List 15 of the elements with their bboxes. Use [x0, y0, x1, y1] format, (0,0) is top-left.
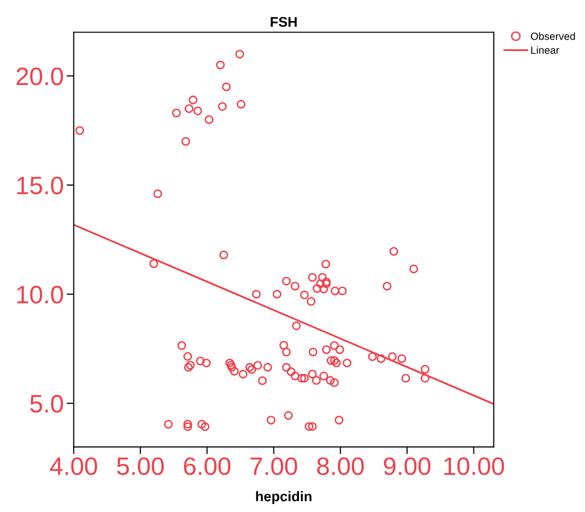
y-tick-label: 10.0 [17, 286, 64, 304]
x-tick-label: 4.00 [50, 457, 98, 476]
y-tick-label: 5.0 [30, 394, 64, 413]
y-tick-label: 15.0 [17, 176, 64, 194]
legend-label: Linear [531, 46, 560, 54]
x-tick-label: 8.00 [317, 457, 364, 476]
x-tick-label: 10.00 [444, 457, 504, 476]
x-tick-label: 7.00 [250, 457, 298, 476]
x-axis-title: hepcidin [256, 491, 312, 504]
x-tick-label: 5.00 [117, 457, 164, 476]
y-tick-label: 20.0 [16, 68, 64, 86]
chart-title: FSH [270, 17, 297, 27]
x-tick-label: 6.00 [184, 457, 230, 476]
legend-label: Observed [530, 32, 575, 40]
x-tick-label: 9.00 [384, 457, 430, 476]
